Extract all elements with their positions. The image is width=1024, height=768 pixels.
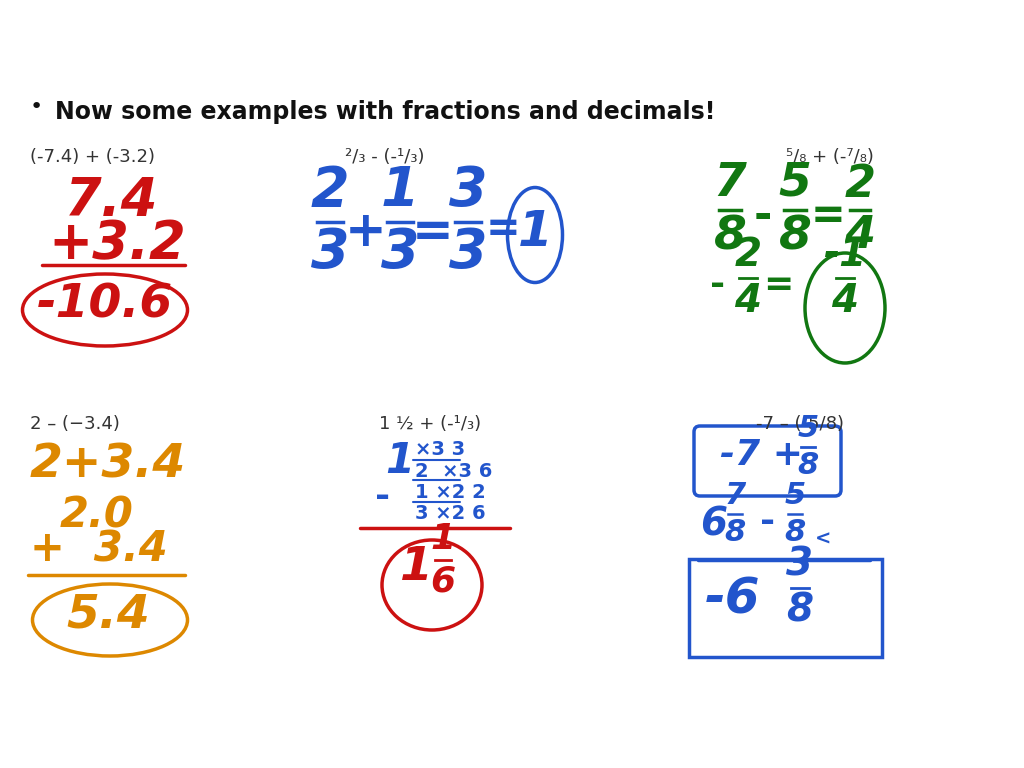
Text: 1: 1 xyxy=(400,545,433,590)
Text: 8: 8 xyxy=(798,451,818,480)
Text: 3: 3 xyxy=(449,226,487,280)
Text: 5: 5 xyxy=(798,414,818,443)
Text: 2 – (−3.4): 2 – (−3.4) xyxy=(30,415,120,433)
Text: 2: 2 xyxy=(845,163,876,206)
Text: 1: 1 xyxy=(381,164,419,218)
Text: -: - xyxy=(760,505,775,539)
Text: 4: 4 xyxy=(845,214,876,257)
Text: ²/₃ - (-¹/₃): ²/₃ - (-¹/₃) xyxy=(345,148,425,166)
Text: 8: 8 xyxy=(784,518,806,547)
Text: -7 – (-5/8): -7 – (-5/8) xyxy=(756,415,844,433)
Text: =: = xyxy=(485,208,520,250)
Text: 1 ×2 2: 1 ×2 2 xyxy=(415,483,485,502)
Text: •: • xyxy=(30,97,43,117)
Text: 1: 1 xyxy=(385,440,414,482)
Text: 3: 3 xyxy=(381,226,419,280)
Text: 4: 4 xyxy=(831,282,858,320)
Text: -: - xyxy=(375,480,390,514)
Text: -: - xyxy=(754,195,772,238)
Text: 2: 2 xyxy=(734,236,762,274)
Text: 3 ×2 6: 3 ×2 6 xyxy=(415,504,485,523)
Text: ×3 3: ×3 3 xyxy=(415,440,465,459)
Text: -1: -1 xyxy=(823,236,866,274)
Text: 7: 7 xyxy=(714,161,746,206)
Text: 3: 3 xyxy=(786,546,813,584)
Text: -10.6: -10.6 xyxy=(37,282,173,327)
Text: 2+3.4: 2+3.4 xyxy=(30,442,186,487)
Text: =: = xyxy=(763,268,794,302)
Text: 1: 1 xyxy=(430,522,456,556)
Text: 6: 6 xyxy=(700,505,727,543)
Text: 8: 8 xyxy=(778,214,811,259)
Text: =: = xyxy=(811,195,846,237)
Text: 7: 7 xyxy=(724,481,745,510)
Text: 1 ½ + (-¹/₃): 1 ½ + (-¹/₃) xyxy=(379,415,481,433)
Text: 8: 8 xyxy=(714,214,746,259)
Text: <: < xyxy=(815,530,831,549)
Text: 8: 8 xyxy=(724,518,745,547)
Text: 5.4: 5.4 xyxy=(67,592,150,637)
Text: 2  ×3 6: 2 ×3 6 xyxy=(415,462,493,481)
Text: =: = xyxy=(412,208,454,256)
Text: 3: 3 xyxy=(310,226,349,280)
Text: +: + xyxy=(345,208,387,256)
Text: 3: 3 xyxy=(449,164,487,218)
Text: 6: 6 xyxy=(430,564,456,598)
Text: -: - xyxy=(711,268,726,302)
Text: ⁵/₈ + (-⁷/₈): ⁵/₈ + (-⁷/₈) xyxy=(786,148,873,166)
Text: +3.2: +3.2 xyxy=(48,218,185,270)
Text: -7 +: -7 + xyxy=(720,438,803,472)
Text: 5: 5 xyxy=(778,161,811,206)
Text: 5: 5 xyxy=(784,481,806,510)
Text: 1: 1 xyxy=(517,208,552,256)
Text: -6: -6 xyxy=(705,575,761,623)
Text: 4: 4 xyxy=(734,282,762,320)
Text: (-7.4) + (-3.2): (-7.4) + (-3.2) xyxy=(30,148,155,166)
Text: 8: 8 xyxy=(786,592,813,630)
Text: +  3.4: + 3.4 xyxy=(30,528,168,570)
Text: 2: 2 xyxy=(310,164,349,218)
Text: 2.0: 2.0 xyxy=(60,495,134,537)
Text: 7.4: 7.4 xyxy=(65,175,159,227)
Text: Now some examples with fractions and decimals!: Now some examples with fractions and dec… xyxy=(55,100,716,124)
